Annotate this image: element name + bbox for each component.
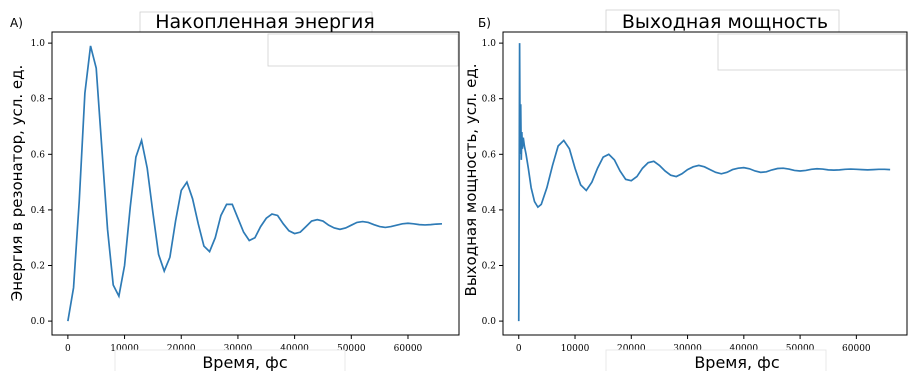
panel-a-y-tick-label: 1.0 xyxy=(31,39,46,49)
panel-a-x-tick-label: 0 xyxy=(65,344,71,354)
panel-b-x-tick-label: 10000 xyxy=(561,344,590,354)
panel-a-x-ticks: 0 10000 20000 30000 40000 50000 60000 xyxy=(65,335,423,354)
panel-a-y-tick-label: 0.8 xyxy=(31,95,46,105)
panel-b-y-tick-label: 0.4 xyxy=(482,206,497,216)
panel-b-letter: Б) xyxy=(478,16,491,30)
panel-b-plot-frame xyxy=(502,31,908,336)
panel-a-y-tick-label: 0.2 xyxy=(31,262,45,272)
panel-a-x-tick-label: 30000 xyxy=(224,344,253,354)
panel-b-x-tick-label: 50000 xyxy=(786,344,815,354)
panel-a-series-line xyxy=(67,45,443,322)
panel-a-x-axis-label: Время, фс xyxy=(202,353,287,371)
panel-a-letter: А) xyxy=(10,16,23,30)
panel-b-y-ticks: 0.0 0.2 0.4 0.6 0.8 1.0 xyxy=(482,39,503,327)
panel-a-y-tick-label: 0.0 xyxy=(31,317,46,327)
panel-a-x-tick-label: 60000 xyxy=(394,344,423,354)
panel-b-x-ticks: 0 10000 20000 30000 40000 50000 60000 xyxy=(516,335,871,354)
panel-a-x-tick-label: 20000 xyxy=(167,344,196,354)
panel-a-legend-box xyxy=(267,33,459,67)
panel-b-x-tick-label: 20000 xyxy=(617,344,646,354)
panel-a-x-tick-label: 10000 xyxy=(110,344,139,354)
panel-b: Выходная мощность Б) 0.00.20.40.60.81.0 … xyxy=(462,9,908,371)
panel-a-plot-frame xyxy=(51,31,460,336)
panel-b-x-tick-label: 30000 xyxy=(673,344,702,354)
panel-b-y-tick-label: 0.6 xyxy=(482,150,497,160)
panel-b-legend-box xyxy=(717,33,907,71)
panel-b-y-tick-label: 0.8 xyxy=(482,95,497,105)
panel-a-xlabel-box xyxy=(114,349,346,371)
panel-a-x-tick-label: 50000 xyxy=(337,344,366,354)
panel-b-xlabel-box xyxy=(605,349,827,371)
panel-a-title: Накопленная энергия xyxy=(155,11,375,33)
panel-b-series-line xyxy=(517,43,891,322)
panel-a-y-ticks: 0.0 0.2 0.4 0.6 0.8 1.0 xyxy=(31,39,52,327)
panel-b-x-tick-label: 60000 xyxy=(842,344,871,354)
panel-b-title: Выходная мощность xyxy=(622,11,828,33)
panel-a-y-tick-label: 0.4 xyxy=(31,206,46,216)
panel-b-x-tick-label: 40000 xyxy=(730,344,759,354)
panel-b-y-tick-label: 0.2 xyxy=(482,262,496,272)
panel-b-y-tick-label: 1.0 xyxy=(482,39,497,49)
panel-a-y-axis-label: Энергия в резонатор, усл. ед. xyxy=(8,65,26,302)
panel-b-x-tick-label: 0 xyxy=(516,344,522,354)
panel-b-x-axis-label: Время, фс xyxy=(694,353,779,371)
panel-b-y-tick-label: 0.0 xyxy=(482,317,497,327)
panel-a-y-tick-label: 0.6 xyxy=(31,150,46,160)
panel-b-y-axis-label: Выходная мощность, усл. ед. xyxy=(462,64,480,297)
panel-a: Накопленная энергия А) 0.0 0.2 0.4 0.6 0.8 1.… xyxy=(8,11,460,371)
panel-a-x-tick-label: 40000 xyxy=(280,344,309,354)
